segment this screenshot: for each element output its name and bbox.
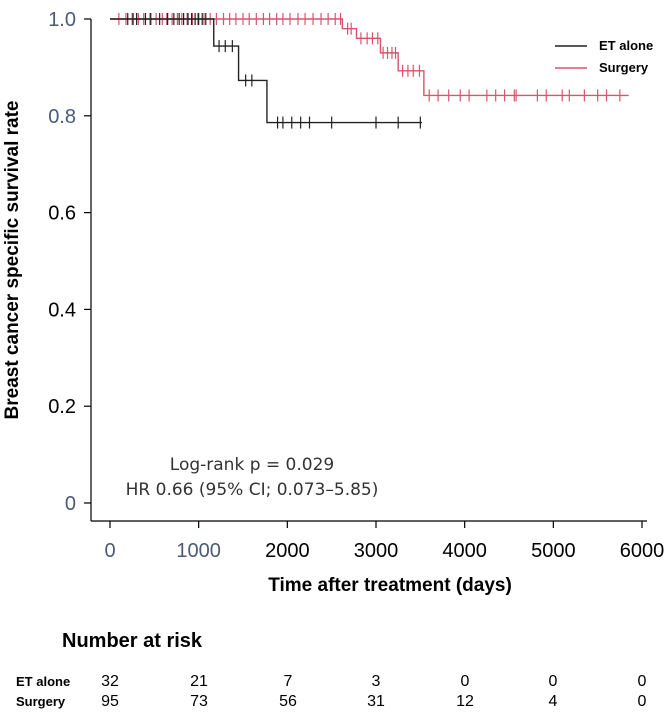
risk-cell: 0 xyxy=(637,693,647,710)
risk-cell: 0 xyxy=(460,673,470,690)
risk-row-label: Surgery xyxy=(16,694,66,709)
y-tick-label: 0.6 xyxy=(48,203,76,225)
axes: 0 0.2 0.4 0.6 0.8 1.0 0 1000 2000 3000 4000 5000 600… xyxy=(48,9,664,562)
risk-cell: 12 xyxy=(456,693,474,710)
x-tick-label: 1000 xyxy=(176,540,221,562)
y-tick-label: 0.4 xyxy=(48,299,76,321)
y-tick-label: 0.8 xyxy=(48,106,76,128)
risk-cell: 0 xyxy=(548,673,558,690)
survival-curve xyxy=(110,18,423,124)
risk-cell: 73 xyxy=(190,693,208,710)
risk-cell: 31 xyxy=(367,693,385,710)
legend: ET alone Surgery xyxy=(555,38,653,75)
y-tick-label: 0 xyxy=(65,493,76,515)
legend-label: Surgery xyxy=(599,60,649,75)
risk-cell: 95 xyxy=(101,693,119,710)
risk-cell: 0 xyxy=(637,673,647,690)
x-tick-label: 6000 xyxy=(620,540,665,562)
y-tick-label: 0.2 xyxy=(48,396,76,418)
risk-table-title: Number at risk xyxy=(62,630,203,652)
risk-cell: 3 xyxy=(371,673,381,690)
series-layer xyxy=(110,13,629,129)
x-tick-label: 3000 xyxy=(354,540,399,562)
annotation-logrank: Log-rank p = 0.029 xyxy=(170,455,334,475)
survival-curve xyxy=(110,18,629,97)
km-chart: 0 0.2 0.4 0.6 0.8 1.0 0 1000 2000 3000 4000 5000 600… xyxy=(2,9,664,596)
series-et-alone xyxy=(110,13,423,129)
x-tick-label: 2000 xyxy=(265,540,310,562)
y-tick-label: 1.0 xyxy=(48,9,76,31)
risk-cell: 21 xyxy=(190,673,208,690)
risk-cell: 32 xyxy=(101,673,119,690)
x-tick-label: 4000 xyxy=(442,540,487,562)
x-tick-label: 5000 xyxy=(531,540,576,562)
legend-label: ET alone xyxy=(599,38,653,53)
annotation-hr: HR 0.66 (95% CI; 0.073–5.85) xyxy=(126,480,379,500)
series-surgery xyxy=(110,13,629,102)
x-axis-title: Time after treatment (days) xyxy=(268,575,512,596)
risk-row-label: ET alone xyxy=(16,674,71,689)
risk-cell: 56 xyxy=(279,693,297,710)
y-axis-title: Breast cancer specific survival rate xyxy=(2,101,23,420)
risk-cell: 7 xyxy=(283,673,293,690)
x-tick-label: 0 xyxy=(104,540,115,562)
risk-cell: 4 xyxy=(548,693,558,710)
annotations: Log-rank p = 0.029 HR 0.66 (95% CI; 0.07… xyxy=(126,455,379,500)
